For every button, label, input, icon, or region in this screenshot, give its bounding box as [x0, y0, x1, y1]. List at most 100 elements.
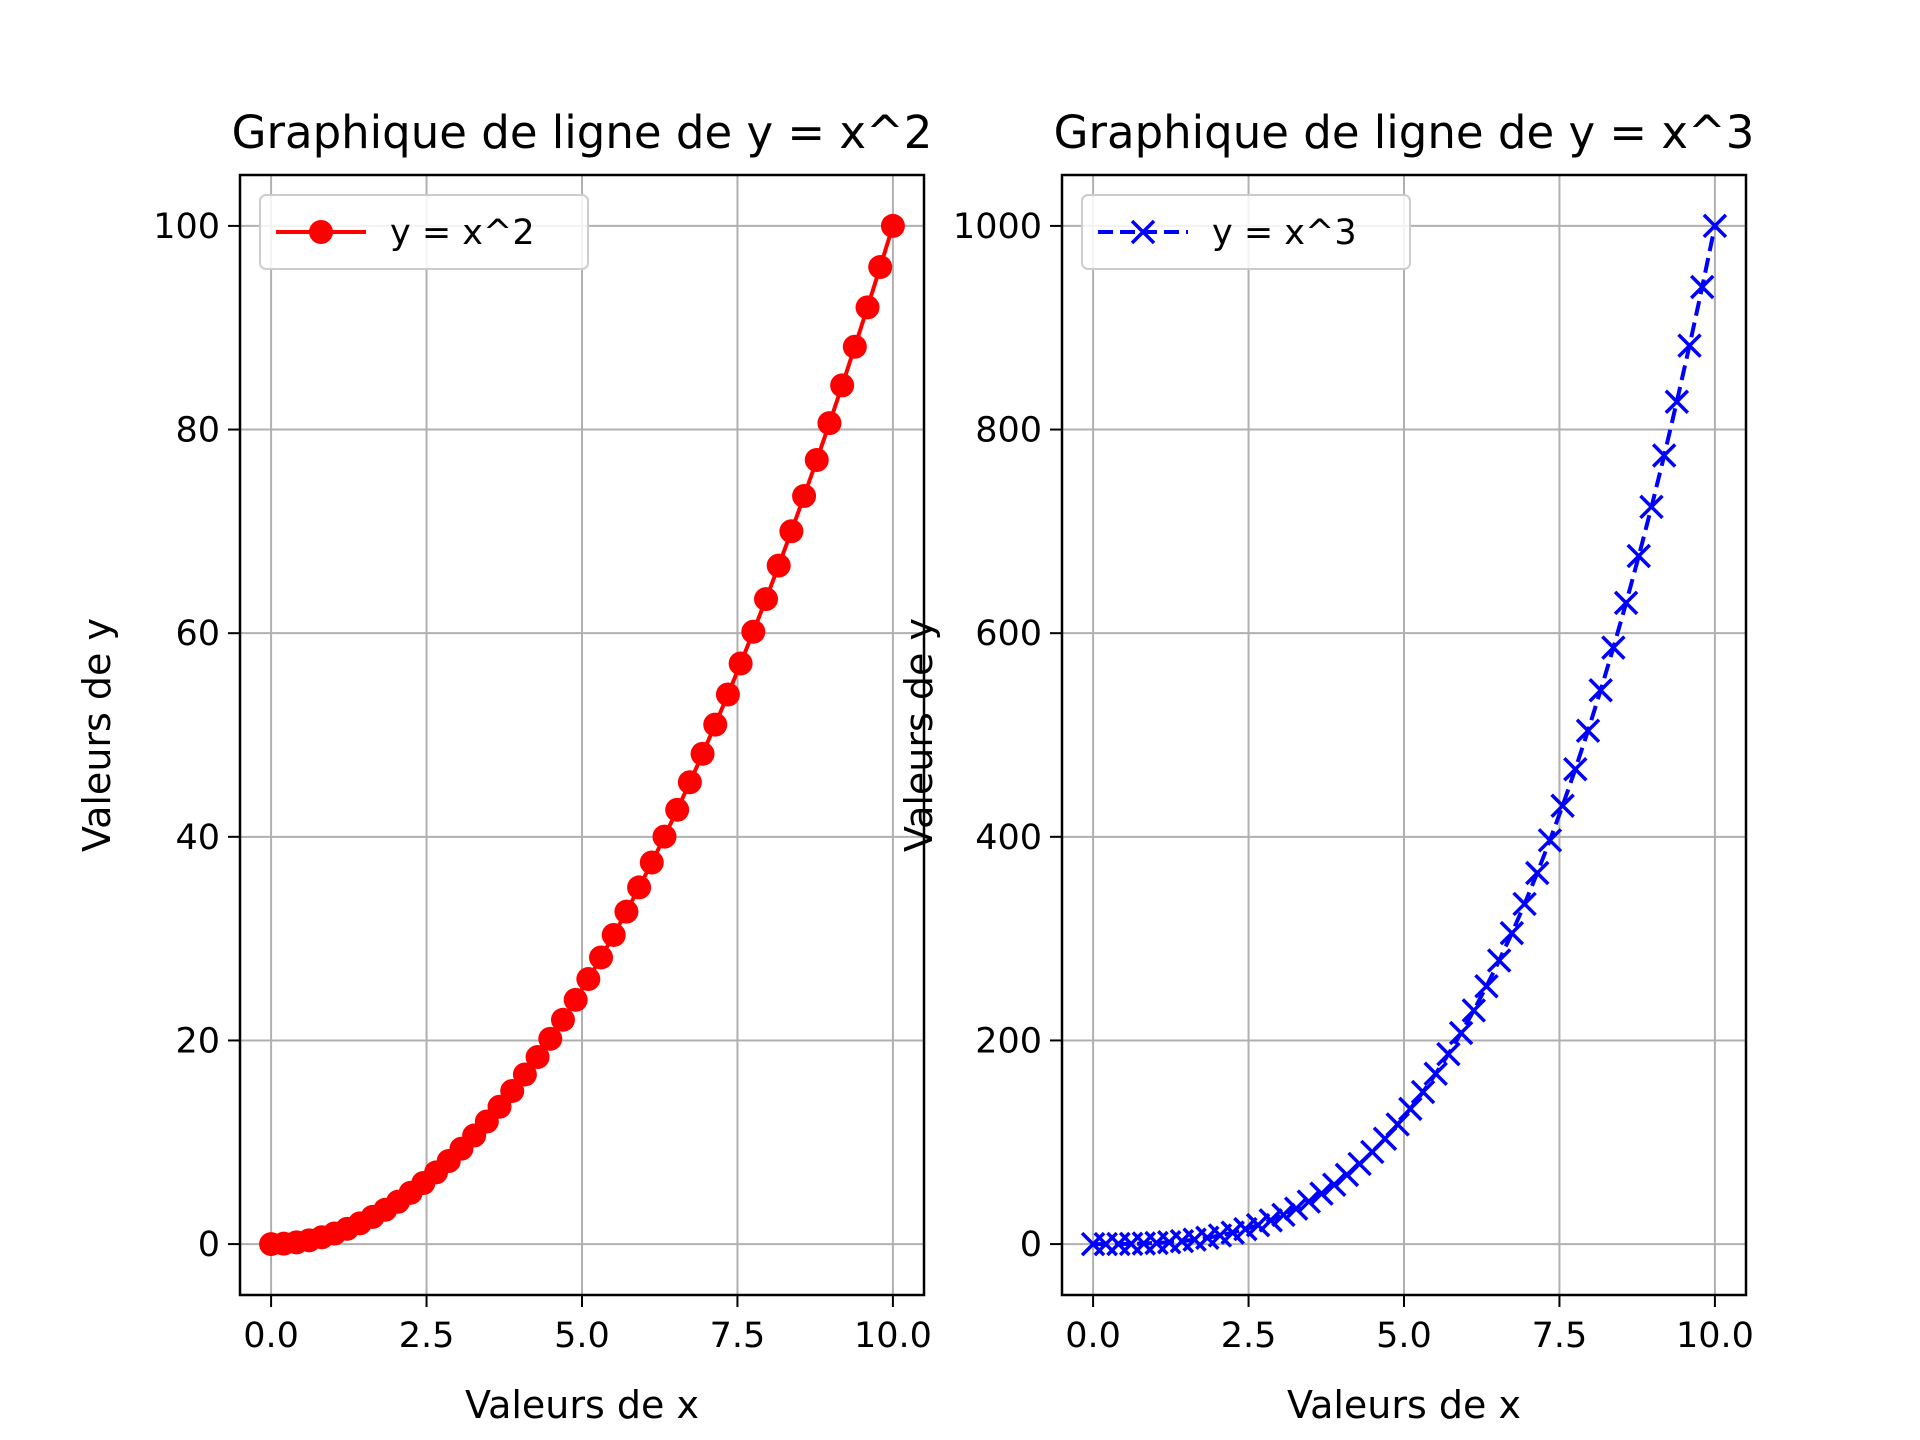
y-tick-label: 200 — [975, 1021, 1042, 1061]
data-point — [1309, 1181, 1334, 1206]
legend: y = x^2 — [259, 194, 589, 270]
data-point — [563, 987, 588, 1012]
y-tick-label: 800 — [975, 411, 1042, 451]
legend-box — [259, 194, 589, 270]
data-point — [792, 484, 817, 509]
y-tick-label: 60 — [175, 614, 220, 654]
data-point — [677, 770, 702, 795]
data-point — [652, 824, 677, 849]
chart-1: 0.0 2.5 5.0 7.5 10.0 0 20 40 60 80 100 Graphique de… — [75, 106, 932, 1427]
x-tick-label: 0.0 — [243, 1316, 299, 1356]
data-point — [741, 619, 766, 644]
data-point — [1601, 635, 1626, 660]
data-point — [880, 213, 905, 238]
legend-box — [1081, 194, 1411, 270]
data-point — [830, 373, 855, 398]
chart-2: 0.0 2.5 5.0 7.5 10.0 0 200 400 600 800 1000 Graphiq… — [897, 106, 1754, 1427]
data-point — [1423, 1061, 1448, 1086]
data-point — [538, 1026, 563, 1051]
data-point — [703, 712, 728, 737]
data-point — [1689, 274, 1715, 300]
data-point — [715, 682, 740, 707]
data-point — [804, 447, 829, 472]
legend-marker — [1130, 219, 1156, 245]
data-point — [1702, 213, 1728, 239]
series-line — [1093, 225, 1717, 1247]
data-point — [1639, 494, 1664, 520]
data-point — [1461, 998, 1487, 1023]
data-point — [817, 411, 842, 436]
data-point — [589, 945, 614, 970]
y-tick-label: 1000 — [953, 207, 1042, 247]
y-tick-label: 20 — [175, 1021, 220, 1061]
y-tick-label: 100 — [153, 207, 220, 247]
data-point — [1499, 920, 1525, 946]
data-point — [728, 651, 753, 676]
data-point — [1626, 543, 1652, 569]
data-point — [1613, 590, 1639, 616]
x-tick-label: 10.0 — [854, 1316, 932, 1356]
data-point — [1296, 1189, 1322, 1214]
y-tick-label: 80 — [175, 411, 220, 451]
data-point — [1512, 891, 1537, 917]
data-point — [500, 1078, 525, 1103]
y-axis-label: Valeurs de y — [897, 618, 941, 852]
data-point — [576, 967, 601, 992]
x-tick-label: 5.0 — [1376, 1316, 1432, 1356]
data-point — [512, 1062, 537, 1087]
data-point — [1448, 1020, 1474, 1046]
x-tick-label: 10.0 — [1676, 1316, 1754, 1356]
data-point — [1398, 1096, 1423, 1122]
y-tick-label: 600 — [975, 614, 1042, 654]
x-tick-label: 2.5 — [399, 1316, 455, 1356]
data-point — [1474, 974, 1499, 999]
y-tick-label: 400 — [975, 818, 1042, 858]
x-tick-label: 0.0 — [1065, 1316, 1121, 1356]
data-point — [1677, 333, 1702, 358]
data-point — [868, 255, 893, 280]
x-tick-label: 2.5 — [1221, 1316, 1277, 1356]
data-point — [1385, 1112, 1410, 1137]
x-axis-label: Valeurs de x — [465, 1383, 699, 1427]
x-tick-label: 7.5 — [1532, 1316, 1588, 1356]
data-point — [1563, 756, 1588, 782]
data-point — [842, 334, 867, 359]
data-point — [690, 741, 715, 766]
y-tick-label: 0 — [198, 1225, 220, 1265]
data-point — [1575, 718, 1601, 743]
x-axis-label: Valeurs de x — [1287, 1383, 1521, 1427]
data-point — [627, 875, 652, 900]
chart-title: Graphique de ligne de y = x^3 — [1054, 106, 1755, 159]
data-point — [1258, 1208, 1283, 1233]
data-point — [665, 797, 690, 822]
data-point — [1283, 1196, 1309, 1221]
data-point — [766, 553, 791, 578]
data-point — [1321, 1172, 1347, 1197]
data-point — [855, 295, 880, 320]
data-point — [550, 1007, 575, 1032]
y-tick-label: 0 — [1020, 1225, 1042, 1265]
data-point — [1525, 860, 1550, 886]
data-point — [1410, 1079, 1436, 1105]
x-tick-label: 7.5 — [710, 1316, 766, 1356]
y-tick-label: 40 — [175, 818, 220, 858]
data-point — [1486, 948, 1512, 973]
data-point — [525, 1045, 550, 1070]
data-point — [1271, 1202, 1296, 1228]
data-point — [1245, 1212, 1271, 1238]
data-point — [1664, 389, 1690, 414]
data-point — [754, 587, 779, 612]
legend-marker — [309, 220, 333, 244]
data-point — [614, 899, 639, 924]
data-point — [639, 850, 664, 875]
x-tick-label: 5.0 — [554, 1316, 610, 1356]
legend-label: y = x^3 — [1212, 213, 1357, 253]
data-point — [1537, 828, 1563, 853]
data-point — [1436, 1041, 1461, 1067]
data-point — [1588, 677, 1613, 703]
chart-title: Graphique de ligne de y = x^2 — [232, 106, 933, 159]
legend: y = x^3 — [1081, 194, 1411, 270]
data-point — [1651, 443, 1677, 468]
y-axis-label: Valeurs de y — [75, 618, 119, 852]
